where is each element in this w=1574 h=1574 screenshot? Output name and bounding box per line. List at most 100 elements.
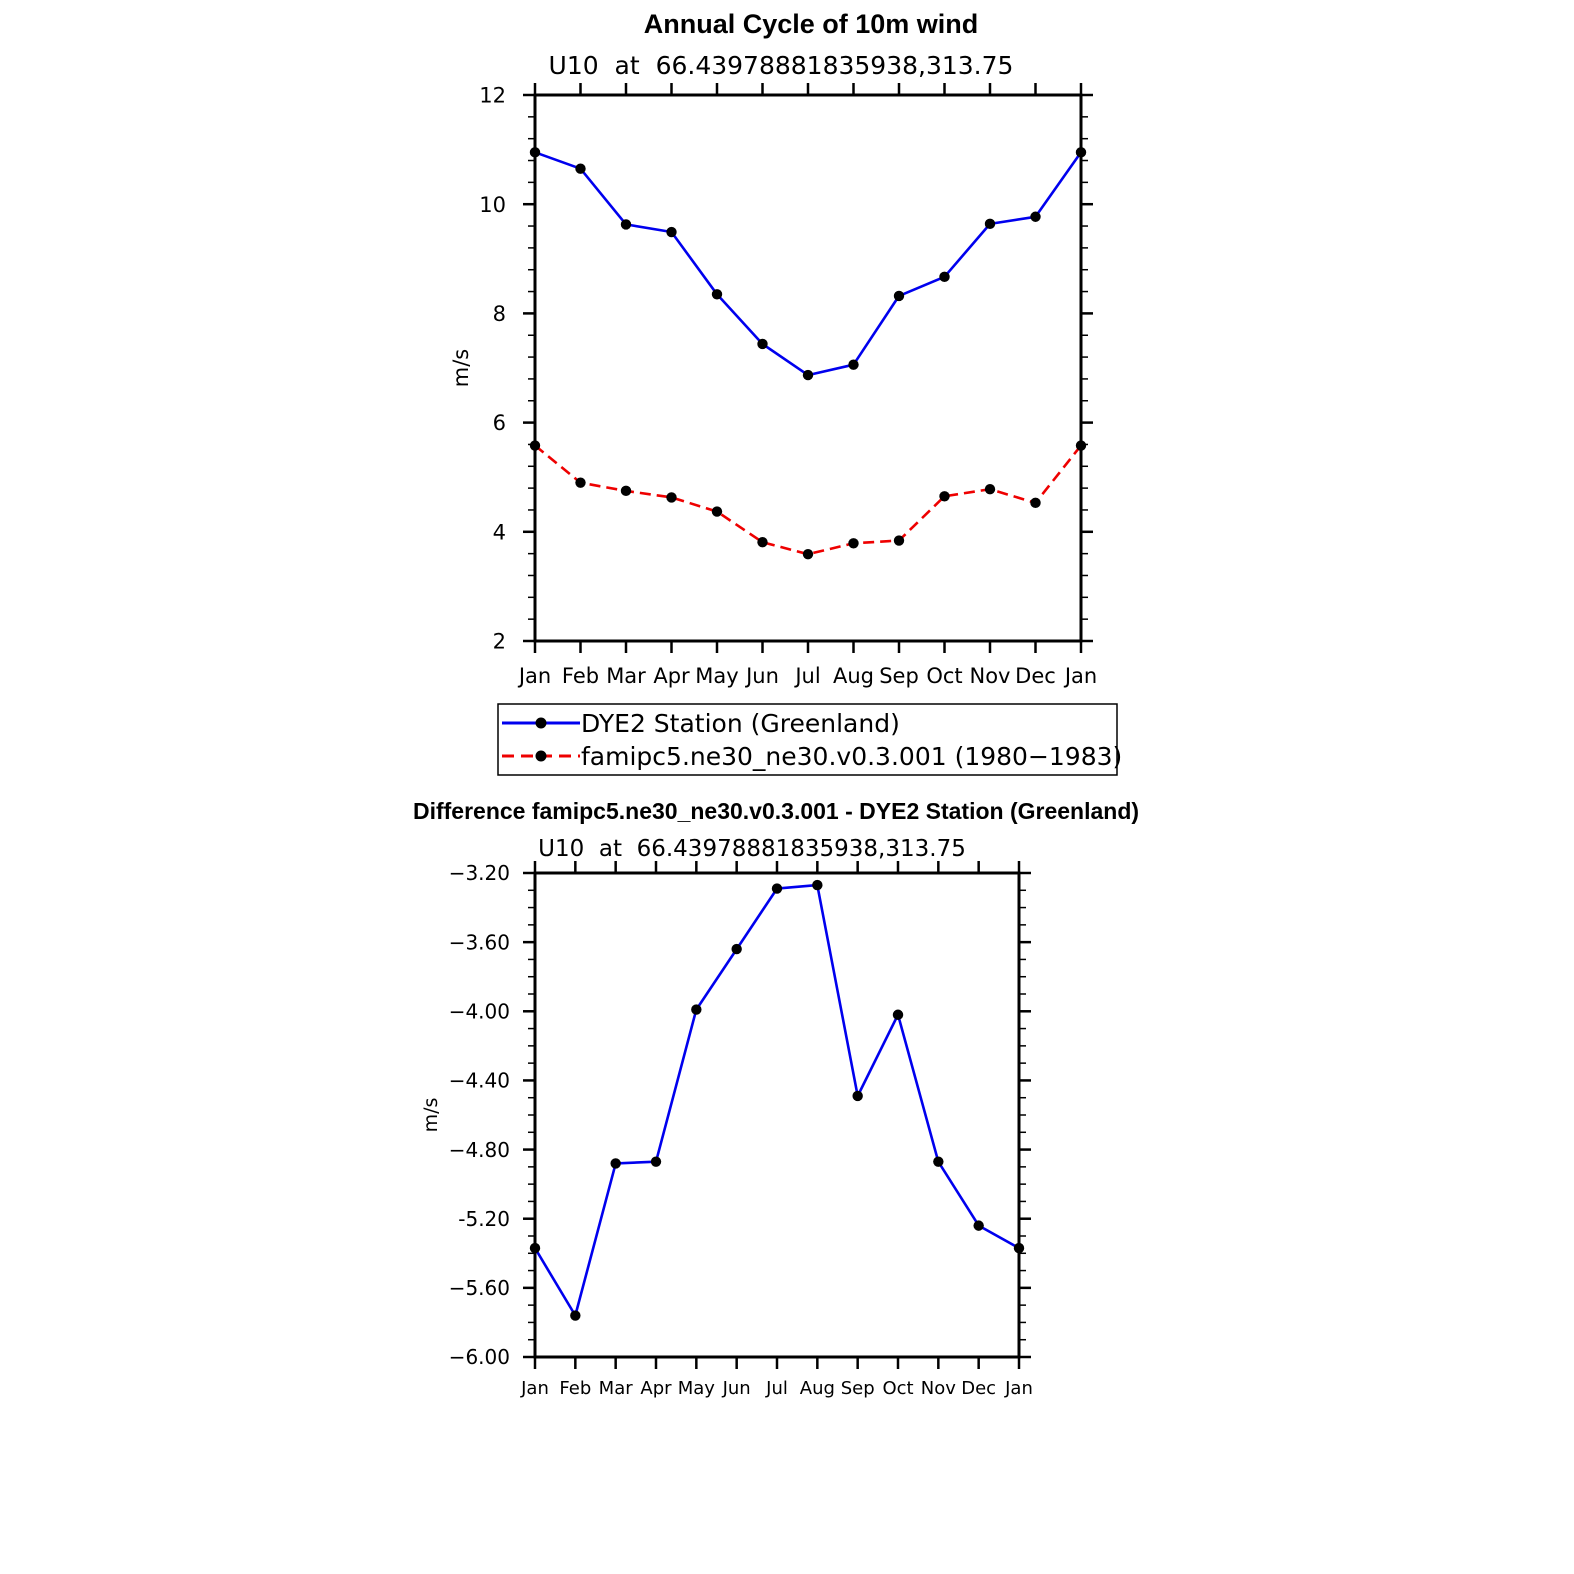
- series-line-0: [533, 883, 1020, 1317]
- chart-title: Difference famipc5.ne30_ne30.v0.3.001 - …: [413, 798, 1139, 824]
- x-tick-label: Jan: [520, 1378, 549, 1399]
- data-point: [529, 440, 541, 451]
- data-point: [570, 1310, 581, 1321]
- y-axis-label: m/s: [420, 1098, 442, 1133]
- data-point: [757, 536, 768, 548]
- legend: DYE2 Station (Greenland) famipc5.ne30_ne…: [497, 703, 1122, 776]
- y-tick-label: 6: [493, 411, 506, 435]
- y-tick-label: −3.60: [449, 930, 510, 954]
- data-point: [1075, 440, 1087, 451]
- y-axis-label: m/s: [449, 349, 473, 387]
- data-point: [620, 219, 632, 230]
- data-point: [892, 1009, 904, 1020]
- x-tick-label: Nov: [921, 1378, 956, 1399]
- data-point: [848, 359, 859, 370]
- y-tick-label: −4.00: [449, 999, 510, 1023]
- data-point: [852, 1090, 863, 1102]
- data-point: [973, 1220, 984, 1231]
- data-point: [802, 548, 814, 560]
- data-point: [939, 491, 950, 502]
- difference-panel: Difference famipc5.ne30_ne30.v0.3.001 - …: [413, 798, 1139, 1399]
- x-tick-label: Aug: [833, 664, 874, 688]
- plot-frame: [533, 871, 1021, 1359]
- data-point: [933, 1156, 944, 1167]
- y-tick-label: 4: [493, 520, 506, 544]
- data-point: [802, 369, 814, 381]
- x-tick-label: Oct: [926, 664, 962, 688]
- data-point: [691, 1004, 702, 1015]
- x-tick-label: Jul: [793, 664, 820, 688]
- data-point: [893, 290, 905, 302]
- x-tick-label: Nov: [970, 664, 1011, 688]
- data-point: [650, 1156, 662, 1167]
- x-tick-label: Sep: [879, 664, 919, 688]
- data-point: [1013, 1242, 1025, 1254]
- data-point: [984, 218, 996, 230]
- data-point: [757, 338, 768, 350]
- data-point: [939, 271, 950, 283]
- data-point: [529, 1242, 541, 1254]
- chart-title: Annual Cycle of 10m wind: [644, 9, 979, 39]
- y-tick-label: −5.60: [449, 1276, 510, 1300]
- data-point: [575, 163, 586, 174]
- y-tick-label: 12: [479, 84, 506, 108]
- y-tick-label: −3.20: [449, 861, 510, 885]
- data-point: [848, 538, 859, 549]
- series-group: [529, 147, 1087, 560]
- x-tick-label: Jan: [517, 664, 551, 688]
- data-point: [812, 879, 823, 891]
- x-tick-label: Jun: [744, 664, 779, 688]
- x-tick-label: Jul: [765, 1378, 788, 1399]
- plot-area: 2 4 6 8 10 12 Jan Feb Mar Apr May Jun Jul Aug Sep Oct No…: [479, 83, 1097, 688]
- annual-cycle-panel: Annual Cycle of 10m wind U10 at 66.43978…: [449, 9, 1122, 776]
- series-group: [529, 879, 1025, 1321]
- data-point: [731, 943, 742, 955]
- x-tick-label: Mar: [606, 664, 646, 688]
- y-tick-label: 10: [479, 193, 506, 217]
- data-point: [1030, 211, 1041, 222]
- x-tick-label: Apr: [640, 1378, 672, 1399]
- y-tick-label: -5.20: [458, 1207, 510, 1231]
- x-tick-label: Dec: [961, 1378, 996, 1399]
- x-tick-label: Jun: [722, 1378, 751, 1399]
- x-tick-label: Dec: [1015, 664, 1056, 688]
- legend-label-model: famipc5.ne30_ne30.v0.3.001 (1980−1983): [581, 742, 1122, 771]
- x-tick-label: Apr: [653, 664, 690, 688]
- data-point: [666, 226, 677, 238]
- y-tick-label: −4.80: [449, 1138, 510, 1162]
- data-point: [529, 147, 541, 158]
- x-tick-label: Feb: [559, 1378, 591, 1399]
- chart-subtitle: U10 at 66.43978881835938,313.75: [538, 836, 966, 862]
- x-tick-label: Feb: [562, 664, 599, 688]
- x-tick-label: Oct: [882, 1378, 913, 1399]
- x-tick-label: Jan: [1063, 664, 1097, 688]
- data-point: [1075, 147, 1087, 158]
- x-tick-label: Jan: [1004, 1378, 1033, 1399]
- series-line-0: [534, 151, 1083, 377]
- y-tick-label: −4.40: [449, 1069, 510, 1093]
- x-tick-label: May: [678, 1378, 716, 1399]
- x-tick-label: Aug: [800, 1378, 835, 1399]
- data-point: [984, 484, 996, 495]
- legend-marker-dye2: [535, 717, 547, 729]
- data-point: [620, 485, 632, 497]
- data-point: [893, 535, 905, 546]
- chart-subtitle: U10 at 66.43978881835938,313.75: [549, 51, 1014, 80]
- x-tick-label: Mar: [599, 1378, 634, 1399]
- data-point: [771, 883, 783, 894]
- legend-box: [497, 703, 1118, 776]
- y-tick-label: 8: [493, 302, 506, 326]
- data-point: [575, 477, 586, 488]
- x-tick-label: Sep: [841, 1378, 875, 1399]
- plot-area: −3.20 −3.60 −4.00 −4.40 −4.80 -5.20 −5.60 −6.00…: [449, 861, 1033, 1399]
- data-point: [711, 506, 723, 517]
- y-tick-label: 2: [493, 630, 506, 654]
- data-point: [610, 1158, 621, 1169]
- series-line-1: [534, 444, 1083, 556]
- data-point: [711, 289, 723, 300]
- data-point: [1030, 497, 1041, 509]
- y-tick-label: −6.00: [449, 1345, 510, 1369]
- data-point: [666, 492, 677, 503]
- legend-marker-model: [535, 750, 547, 762]
